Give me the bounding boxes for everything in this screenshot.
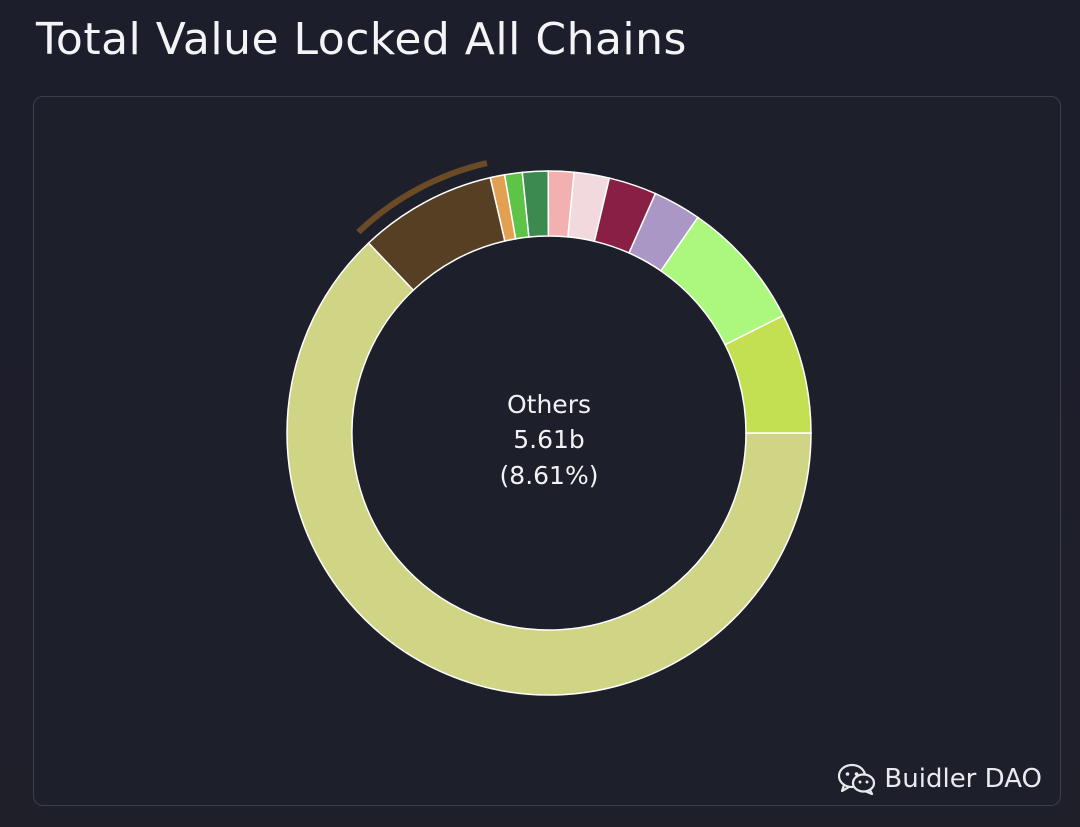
center-label-name: Others: [507, 390, 591, 419]
watermark-label: Buidler DAO: [884, 764, 1042, 794]
watermark: Buidler DAO: [838, 763, 1042, 795]
donut-slice-11[interactable]: [724, 314, 812, 434]
highlight-ring: [356, 160, 488, 235]
wechat-icon: [838, 763, 876, 795]
donut-chart[interactable]: Others 5.61b (8.61%): [34, 97, 1062, 807]
page-title: Total Value Locked All Chains: [36, 14, 687, 65]
donut-slice-1[interactable]: [286, 241, 812, 696]
chart-card: Others 5.61b (8.61%) Buidler DAO: [33, 96, 1061, 806]
center-label-value: 5.61b: [513, 425, 585, 454]
center-label-percent: (8.61%): [500, 461, 599, 490]
donut-slices: [286, 170, 812, 696]
